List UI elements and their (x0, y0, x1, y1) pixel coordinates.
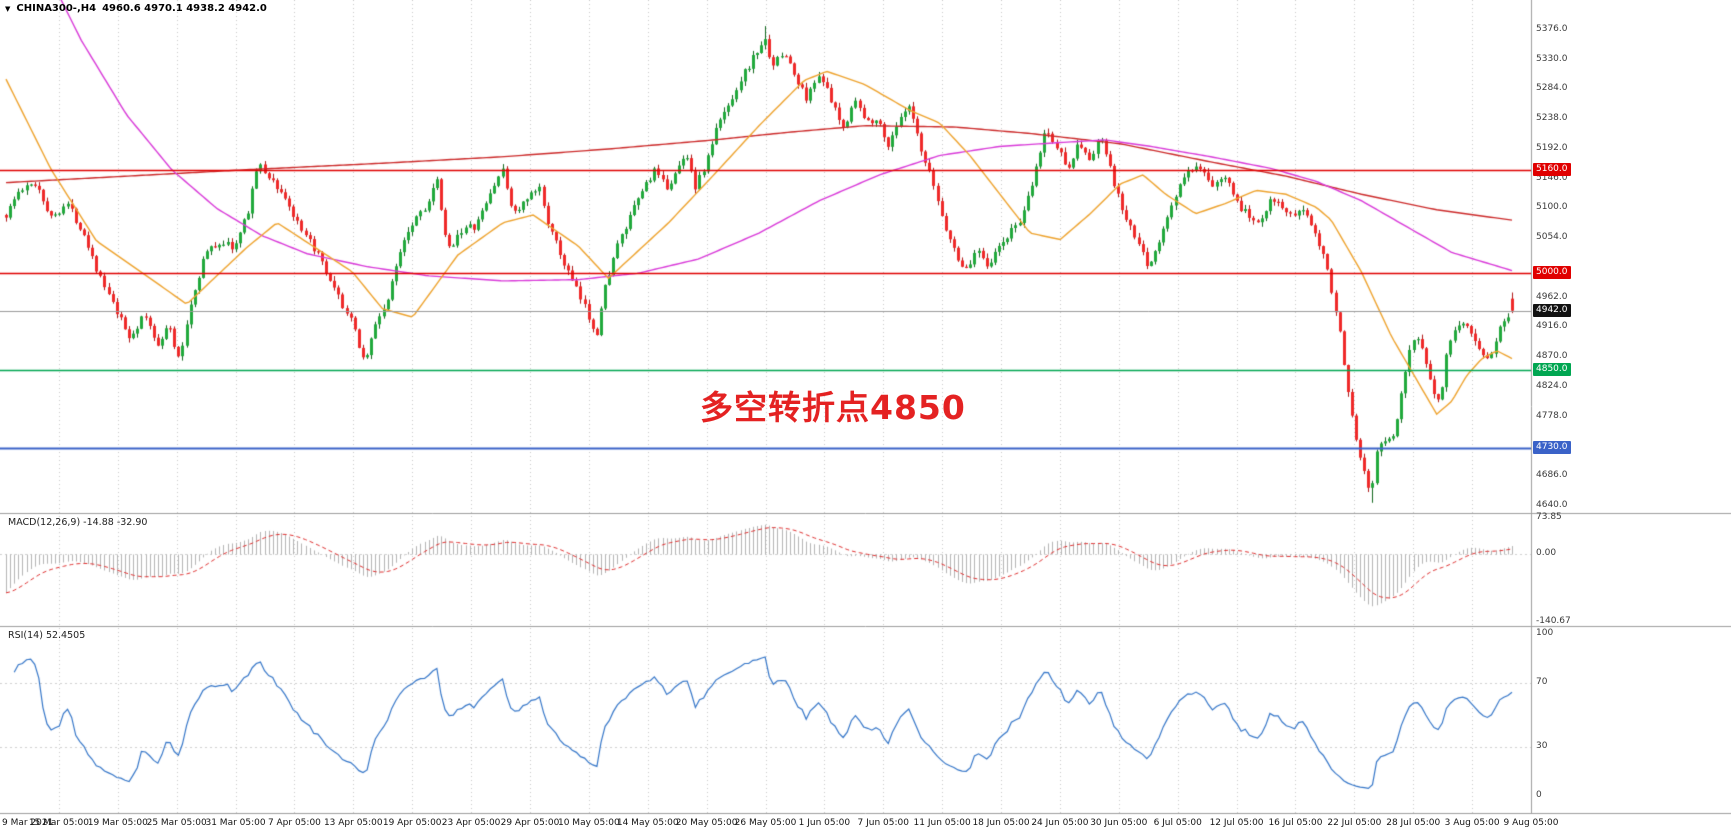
time-axis-label: 15 Mar 05:00 (28, 818, 89, 828)
price-tick-label: 5146.0 (1536, 172, 1568, 183)
price-tick-label: 4778.0 (1536, 410, 1568, 421)
time-axis-label: 9 Mar 2021 (2, 818, 54, 828)
time-axis-label: 29 Apr 05:00 (500, 818, 560, 828)
time-axis-label: 11 Jun 05:00 (913, 818, 971, 828)
time-axis-label: 25 Mar 05:00 (146, 818, 207, 828)
chart-header: ▼ CHINA300-,H4 4960.6 4970.1 4938.2 4942… (5, 3, 267, 14)
time-axis-label: 19 Apr 05:00 (382, 818, 442, 828)
price-tick-label: 5284.0 (1536, 83, 1568, 94)
price-level-tag: 4850.0 (1533, 363, 1571, 377)
time-axis-label: 16 Jul 05:00 (1268, 818, 1323, 828)
macd-axis-label: 73.85 (1536, 512, 1562, 522)
price-level-tag: 5000.0 (1533, 266, 1571, 280)
time-axis-label: 7 Apr 05:00 (267, 818, 321, 828)
price-tick-label: 4916.0 (1536, 321, 1568, 332)
price-tick-label: 4870.0 (1536, 351, 1568, 362)
price-tick-label: 4962.0 (1536, 291, 1568, 302)
price-tick-label: 5054.0 (1536, 232, 1568, 243)
price-level-tag: 4730.0 (1533, 440, 1571, 454)
symbol-marker-icon[interactable]: ▼ (5, 4, 11, 13)
time-axis-label: 9 Aug 05:00 (1503, 818, 1559, 828)
macd-axis-label: 0.00 (1536, 547, 1557, 558)
price-tick-label: 4640.0 (1536, 499, 1568, 510)
time-axis-label: 24 Jun 05:00 (1031, 818, 1089, 828)
time-axis-label: 31 Mar 05:00 (205, 818, 266, 828)
time-axis-label: 28 Jul 05:00 (1386, 818, 1441, 828)
time-axis-label: 1 Jun 05:00 (798, 818, 851, 828)
annotation-text: 多空转折点4850 (700, 388, 966, 427)
price-tick-label: 5330.0 (1536, 53, 1568, 64)
rsi-axis-label: 30 (1536, 741, 1548, 752)
time-axis-label: 10 May 05:00 (557, 818, 620, 828)
rsi-axis-label: 0 (1536, 790, 1542, 800)
rsi-indicator-label: RSI(14) 52.4505 (8, 630, 86, 641)
time-axis-label: 7 Jun 05:00 (857, 818, 909, 828)
rsi-axis-label: 100 (1536, 628, 1554, 638)
price-tick-label: 4824.0 (1536, 380, 1568, 391)
time-axis-label: 30 Jun 05:00 (1090, 818, 1148, 828)
macd-axis-label: -140.67 (1536, 616, 1571, 626)
macd-indicator-label: MACD(12,26,9) -14.88 -32.90 (8, 517, 148, 528)
time-axis-label: 12 Jul 05:00 (1209, 818, 1264, 828)
rsi-axis-label: 70 (1536, 676, 1548, 687)
current-price-tag: 4942.0 (1533, 303, 1571, 317)
price-tick-label: 5376.0 (1536, 24, 1568, 34)
time-axis-label: 3 Aug 05:00 (1444, 818, 1500, 828)
time-axis-label: 23 Apr 05:00 (441, 818, 501, 828)
time-axis-label: 19 Mar 05:00 (87, 818, 148, 828)
time-axis-label: 20 May 05:00 (675, 818, 738, 828)
price-tick-label: 5238.0 (1536, 113, 1568, 124)
price-tick-label: 4686.0 (1536, 470, 1568, 481)
time-axis-label: 6 Jul 05:00 (1153, 818, 1202, 828)
price-tick-label: 5192.0 (1536, 142, 1568, 153)
time-axis-label: 26 May 05:00 (734, 818, 797, 828)
symbol-title: CHINA300-,H4 (16, 3, 97, 14)
time-axis-label: 18 Jun 05:00 (972, 818, 1030, 828)
time-axis-label: 22 Jul 05:00 (1327, 818, 1382, 828)
time-axis-label: 13 Apr 05:00 (323, 818, 383, 828)
price-level-tag: 5160.0 (1533, 162, 1571, 176)
price-tick-label: 5100.0 (1536, 202, 1568, 213)
ohlc-values: 4960.6 4970.1 4938.2 4942.0 (102, 3, 267, 14)
time-axis-label: 14 May 05:00 (616, 818, 679, 828)
